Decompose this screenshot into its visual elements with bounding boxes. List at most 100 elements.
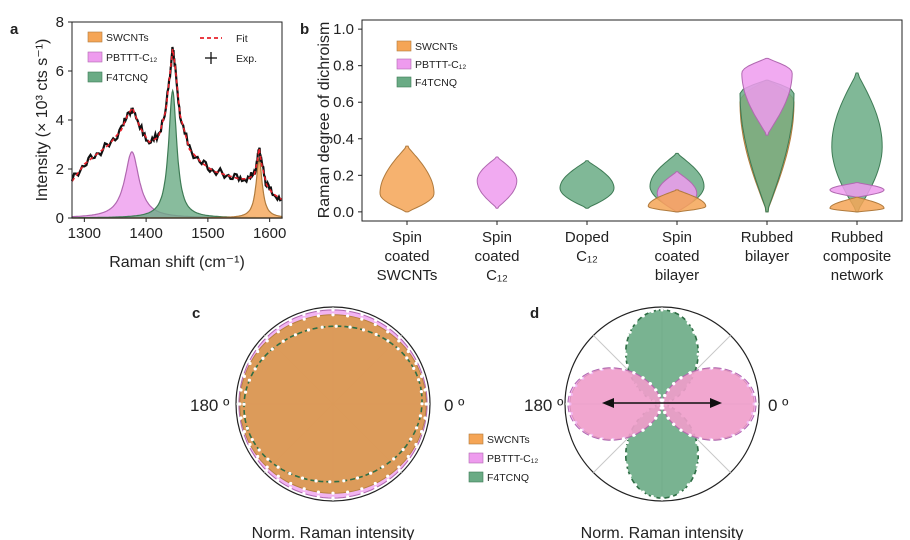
c-SWCNTs-point-15 [397, 339, 401, 343]
d-PBTTTC-point-87 [567, 392, 572, 396]
panel-a-peak-fills [71, 88, 283, 219]
c-PBTTTC-point-81 [288, 486, 292, 490]
d-F4TCNQ-point-147 [692, 474, 696, 478]
panel-a-legend: SWCNTs PBTTT-C₁₂ F4TCNQ Fit Exp. [87, 31, 257, 84]
panel-a-xlabel: Raman shift (cm⁻¹) [109, 254, 245, 271]
panel-a-ticks: 1300 1400 1500 1600 0 2 4 6 8 [56, 14, 287, 242]
violin-1 [476, 156, 518, 209]
c-SWCNTs-point-51 [248, 361, 252, 366]
c-PBTTTC-point-108 [407, 457, 411, 461]
panel-c: c 180 º 0 º Norm. Raman intensity SWCNTs… [190, 305, 538, 540]
x-tick-label-1600: 1600 [253, 225, 286, 242]
category-label-1-0: Spin [482, 229, 512, 246]
d-PBTTTC-point-111 [621, 437, 626, 441]
c-PBTTTC-point-90 [331, 496, 335, 500]
c-SWCNTs-point-96 [360, 487, 364, 491]
d-PBTTTC-point-105 [599, 437, 603, 441]
violin-2 [559, 160, 615, 209]
category-label-4-1: bilayer [745, 248, 789, 265]
c-F4TCNQ-point-66 [250, 438, 254, 442]
panel-b-legend: SWCNTs PBTTT-C₁₂ F4TCNQ [396, 40, 466, 89]
c-SWCNTs-point-48 [256, 349, 260, 354]
c-F4TCNQ-point-45 [261, 356, 265, 360]
c-F4TCNQ-point-27 [334, 324, 338, 328]
d-F4TCNQ-point-132 [650, 495, 654, 499]
d-PBTTTC-point-174 [748, 421, 752, 425]
d-F4TCNQ-point-30 [695, 341, 699, 345]
c-SWCNTs-point-18 [386, 330, 390, 334]
c-F4TCNQ-point-75 [276, 465, 280, 469]
d-F4TCNQ-point-141 [679, 490, 683, 494]
d-PBTTTC-point-6 [748, 383, 752, 387]
c-SWCNTs-point-0 [424, 402, 428, 406]
c-PBTTTC-point-24 [360, 312, 364, 317]
d-F4TCNQ-point-39 [679, 314, 683, 318]
category-label-5-2: network [831, 267, 884, 284]
c-SWCNTs-point-24 [360, 317, 364, 321]
d-PBTTTC-point-3 [753, 392, 757, 396]
c-PBTTTC-point-93 [346, 495, 350, 499]
c-PBTTTC-point-96 [360, 491, 364, 496]
panel-d-angle-0: 0 º [768, 396, 788, 415]
c-PBTTTC-point-84 [302, 491, 306, 496]
d-PBTTTC-point-21 [699, 367, 703, 371]
d-PBTTTC-point-12 [732, 370, 736, 374]
d-PBTTTC-point-66 [632, 371, 636, 375]
c-PBTTTC-point-27 [346, 309, 350, 313]
legend-f4tcnq: F4TCNQ [106, 72, 148, 84]
d-F4TCNQ-point-45 [660, 308, 664, 312]
c-F4TCNQ-point-96 [369, 471, 373, 475]
c-SWCNTs-point-75 [265, 465, 269, 469]
c-PBTTTC-point-87 [316, 495, 320, 499]
d-F4TCNQ-point-138 [670, 495, 674, 499]
peak-fill-1 [71, 88, 283, 219]
c-SWCNTs-point-111 [414, 442, 418, 447]
d-PBTTTC-point-108 [610, 438, 614, 442]
c-SWCNTs-point-63 [239, 416, 243, 420]
c-F4TCNQ-point-114 [418, 414, 422, 418]
d-F4TCNQ-point-51 [641, 314, 645, 318]
violin-5 [647, 189, 707, 213]
d-PBTTTC-point-153 [679, 428, 683, 432]
d-PBTTTC-point-18 [710, 366, 714, 370]
d-PBTTTC-point-33 [666, 388, 670, 392]
d-PBTTTC-point-24 [688, 371, 692, 375]
d-PBTTTC-point-78 [588, 370, 592, 374]
panel-d-xlabel: Norm. Raman intensity [581, 525, 744, 540]
d-F4TCNQ-point-57 [628, 330, 632, 334]
c-SWCNTs-point-72 [256, 454, 260, 459]
d-PBTTTC-point-165 [721, 437, 725, 441]
d-F4TCNQ-point-144 [686, 483, 690, 487]
d-PBTTTC-point-93 [567, 412, 572, 416]
c-F4TCNQ-point-117 [420, 402, 424, 406]
legend-pbttt: PBTTT-C₁₂ [106, 52, 157, 64]
c-PBTTTC-point-12 [407, 347, 411, 351]
d-PBTTTC-point-75 [599, 367, 603, 371]
c-F4TCNQ-point-51 [247, 378, 251, 382]
c-PBTTTC-point-33 [316, 309, 320, 313]
panel-b-frame [361, 19, 903, 222]
c-PBTTTC-point-39 [288, 318, 292, 322]
d-PBTTTC-point-51 [659, 398, 663, 402]
c-PBTTTC-point-15 [397, 335, 402, 340]
legend-swatch-f4tcnq [87, 71, 103, 83]
legend-c-swatch-swcnts [468, 433, 484, 445]
c-F4TCNQ-point-78 [288, 471, 292, 476]
panel-c-xlabel: Norm. Raman intensity [252, 525, 415, 540]
d-F4TCNQ-point-156 [695, 441, 699, 445]
d-PBTTTC-point-126 [657, 410, 661, 415]
d-F4TCNQ-point-153 [696, 452, 700, 456]
panel-b: b 0.00.20.40.60.81.0 SpincoatedSWCNTsSpi… [300, 19, 903, 284]
d-PBTTTC-point-0 [754, 402, 758, 406]
c-SWCNTs-point-30 [331, 313, 335, 317]
c-SWCNTs-point-78 [276, 474, 280, 478]
c-F4TCNQ-point-3 [417, 378, 421, 382]
c-F4TCNQ-point-57 [242, 402, 246, 406]
d-PBTTTC-point-168 [732, 434, 736, 438]
c-F4TCNQ-point-12 [396, 347, 400, 351]
fit-curve [71, 48, 283, 201]
panel-d: d 180 º 0 º Norm. Raman intensity [524, 305, 788, 540]
c-SWCNTs-point-33 [316, 314, 320, 318]
d-F4TCNQ-point-27 [696, 352, 700, 356]
c-PBTTTC-point-72 [255, 457, 259, 461]
